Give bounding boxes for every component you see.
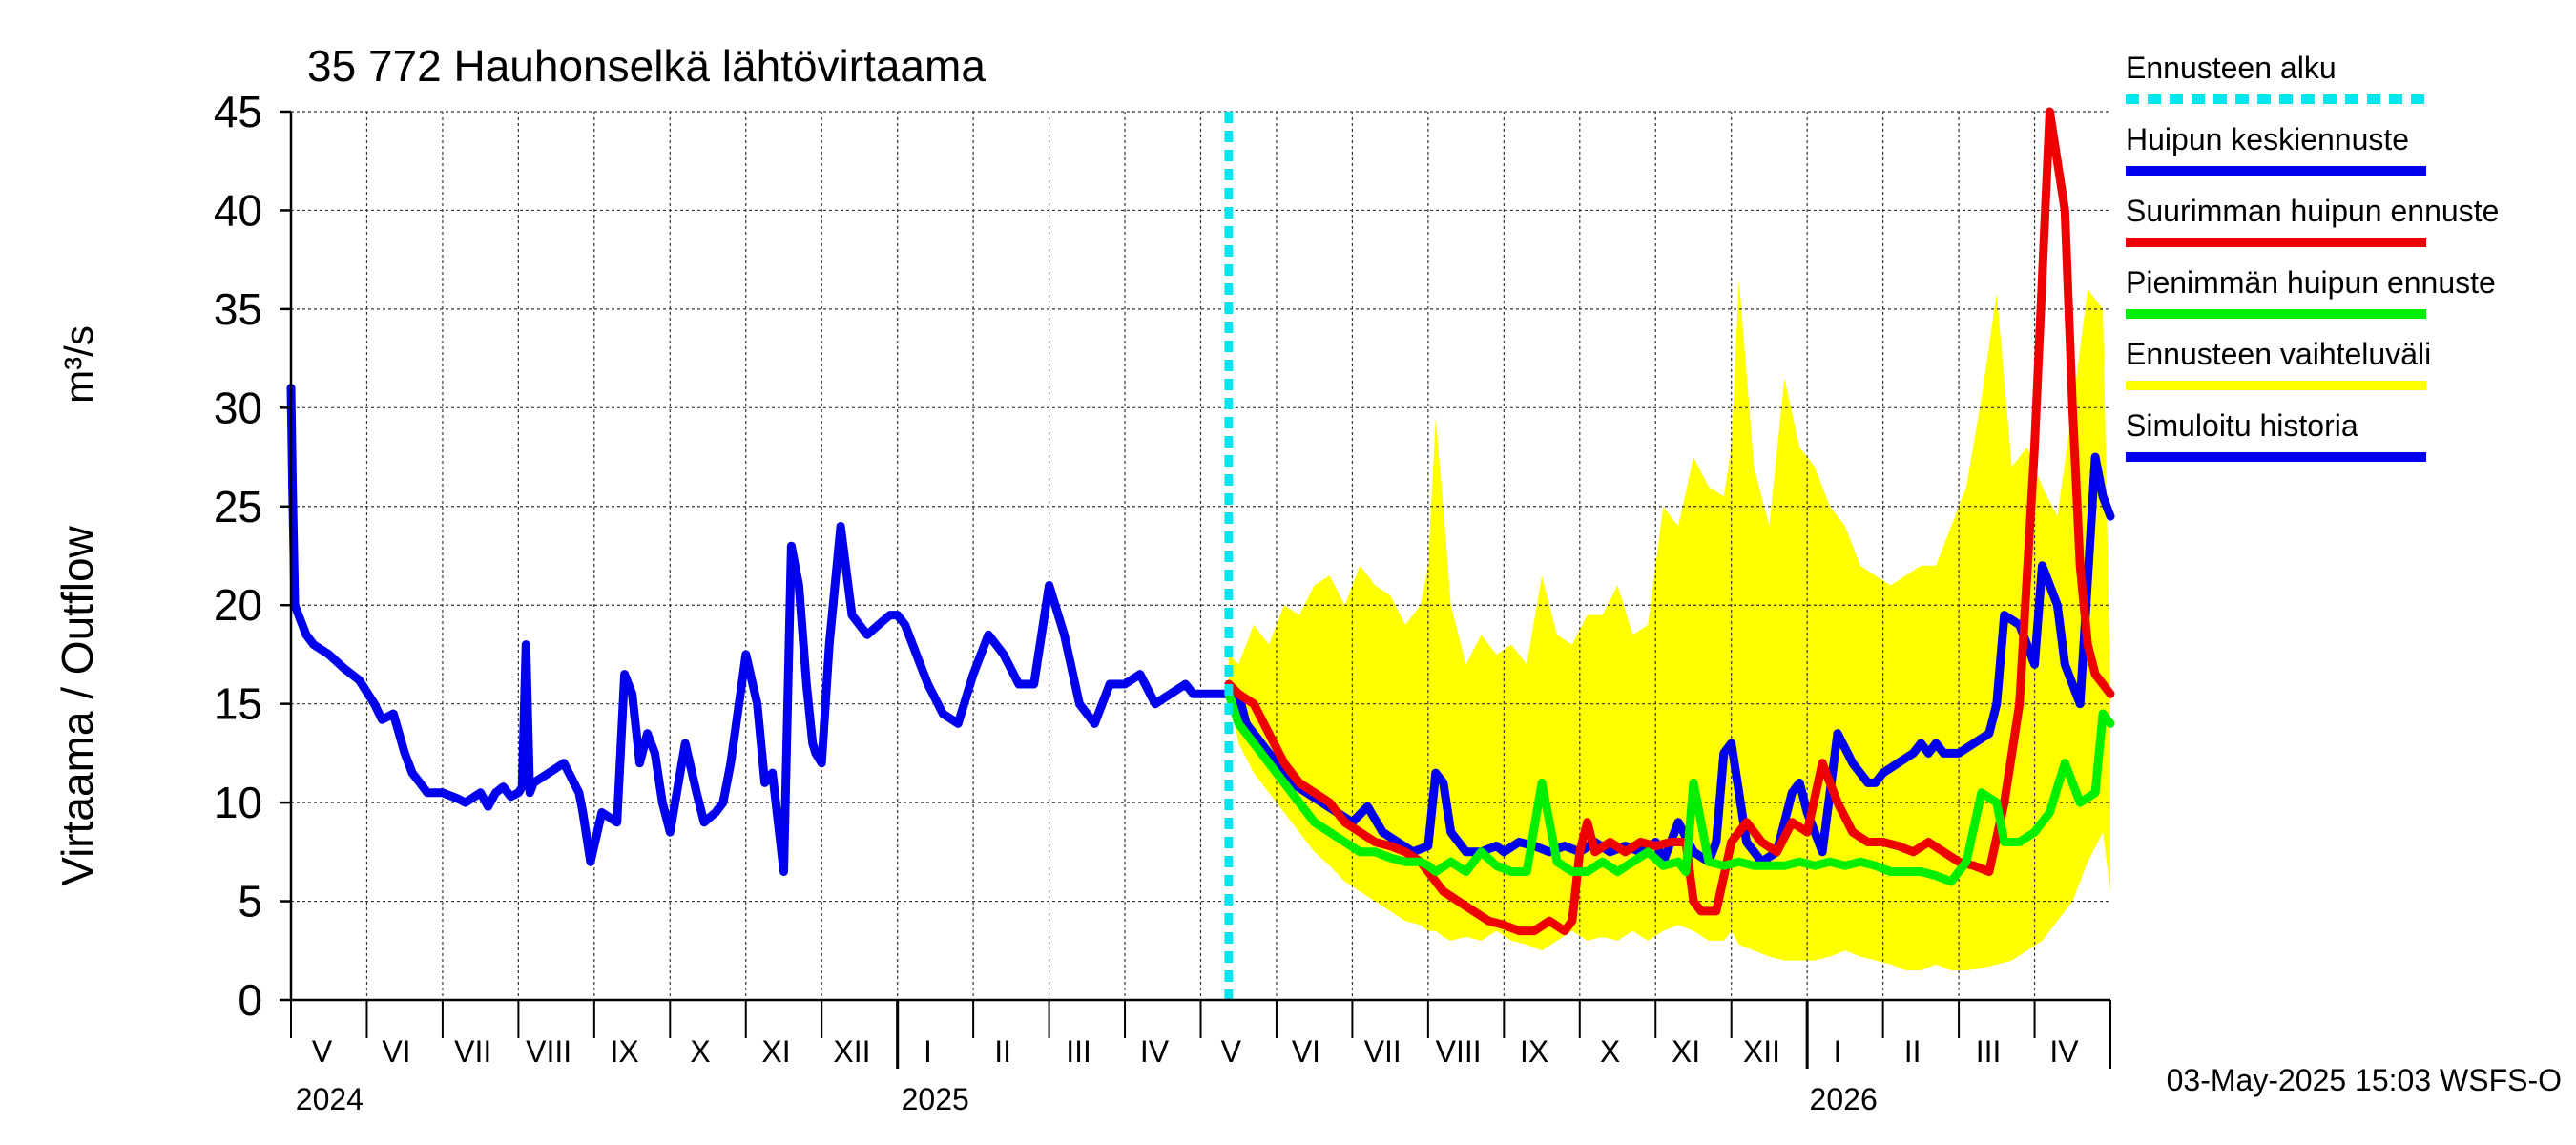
x-month-label: IV (2049, 1034, 2079, 1069)
x-month-label: X (1600, 1034, 1620, 1069)
x-month-label: II (1904, 1034, 1922, 1069)
x-month-label: VI (1292, 1034, 1320, 1069)
y-tick-label: 20 (214, 580, 262, 630)
legend-label: Pienimmän huipun ennuste (2126, 265, 2496, 300)
x-month-label: XII (1743, 1034, 1780, 1069)
y-tick-label: 45 (214, 87, 262, 136)
series-line (1224, 107, 2115, 936)
x-month-label: V (312, 1034, 333, 1069)
chart-title: 35 772 Hauhonselkä lähtövirtaama (307, 41, 986, 91)
legend: Ennusteen alku Huipun keskiennuste Suurimm… (2126, 51, 2499, 462)
x-month-label: II (994, 1034, 1011, 1069)
y-tick-label: 30 (214, 383, 262, 432)
x-month-label: X (690, 1034, 710, 1069)
x-month-label: IV (1140, 1034, 1170, 1069)
legend-label: Suurimman huipun ennuste (2126, 194, 2499, 228)
x-month-label: XI (761, 1034, 790, 1069)
x-axis-ticks: V VI VII VIII IX X XI XII I II III IV V VI VII VIII IX X X… (290, 1000, 2111, 1116)
y-tick-label: 5 (238, 877, 262, 926)
x-month-label: VIII (1436, 1034, 1482, 1069)
y-tick-label: 40 (214, 185, 262, 235)
x-year-label: 2025 (902, 1082, 969, 1116)
legend-label: Simuloitu historia (2126, 408, 2358, 443)
y-tick-label: 25 (214, 482, 262, 531)
plot-series-lines (286, 107, 2115, 936)
x-month-label: XII (833, 1034, 870, 1069)
x-month-label: I (1834, 1034, 1842, 1069)
x-month-label: VII (454, 1034, 491, 1069)
y-axis-unit: m³/s (56, 325, 101, 404)
x-month-label: III (1066, 1034, 1091, 1069)
x-month-label: VII (1364, 1034, 1402, 1069)
x-month-label: V (1221, 1034, 1242, 1069)
legend-label: Huipun keskiennuste (2126, 122, 2409, 156)
x-month-label: IX (1520, 1034, 1548, 1069)
x-month-label: VIII (526, 1034, 571, 1069)
x-month-label: VI (382, 1034, 410, 1069)
legend-label: Ennusteen vaihteluväli (2126, 337, 2431, 371)
y-tick-label: 35 (214, 284, 262, 334)
y-tick-label: 10 (214, 778, 262, 827)
x-month-label: IX (610, 1034, 638, 1069)
y-tick-label: 15 (214, 679, 262, 729)
series-line (1224, 689, 2115, 886)
series-line (1224, 452, 2115, 866)
legend-label: Ennusteen alku (2126, 51, 2337, 85)
x-year-label: 2024 (296, 1082, 364, 1116)
series-line (286, 384, 1234, 876)
timestamp-label: 03-May-2025 15:03 WSFS-O (2167, 1063, 2562, 1097)
x-month-label: XI (1672, 1034, 1700, 1069)
x-month-label: III (1976, 1034, 2002, 1069)
y-axis-label: Virtaama / Outflow m³/s (52, 325, 102, 886)
y-axis-ticks: 0 5 10 15 20 25 30 35 40 45 (214, 87, 291, 1025)
x-month-label: I (924, 1034, 932, 1069)
y-axis-title: Virtaama / Outflow (52, 525, 102, 885)
y-tick-label: 0 (238, 975, 262, 1025)
x-year-label: 2026 (1810, 1082, 1878, 1116)
